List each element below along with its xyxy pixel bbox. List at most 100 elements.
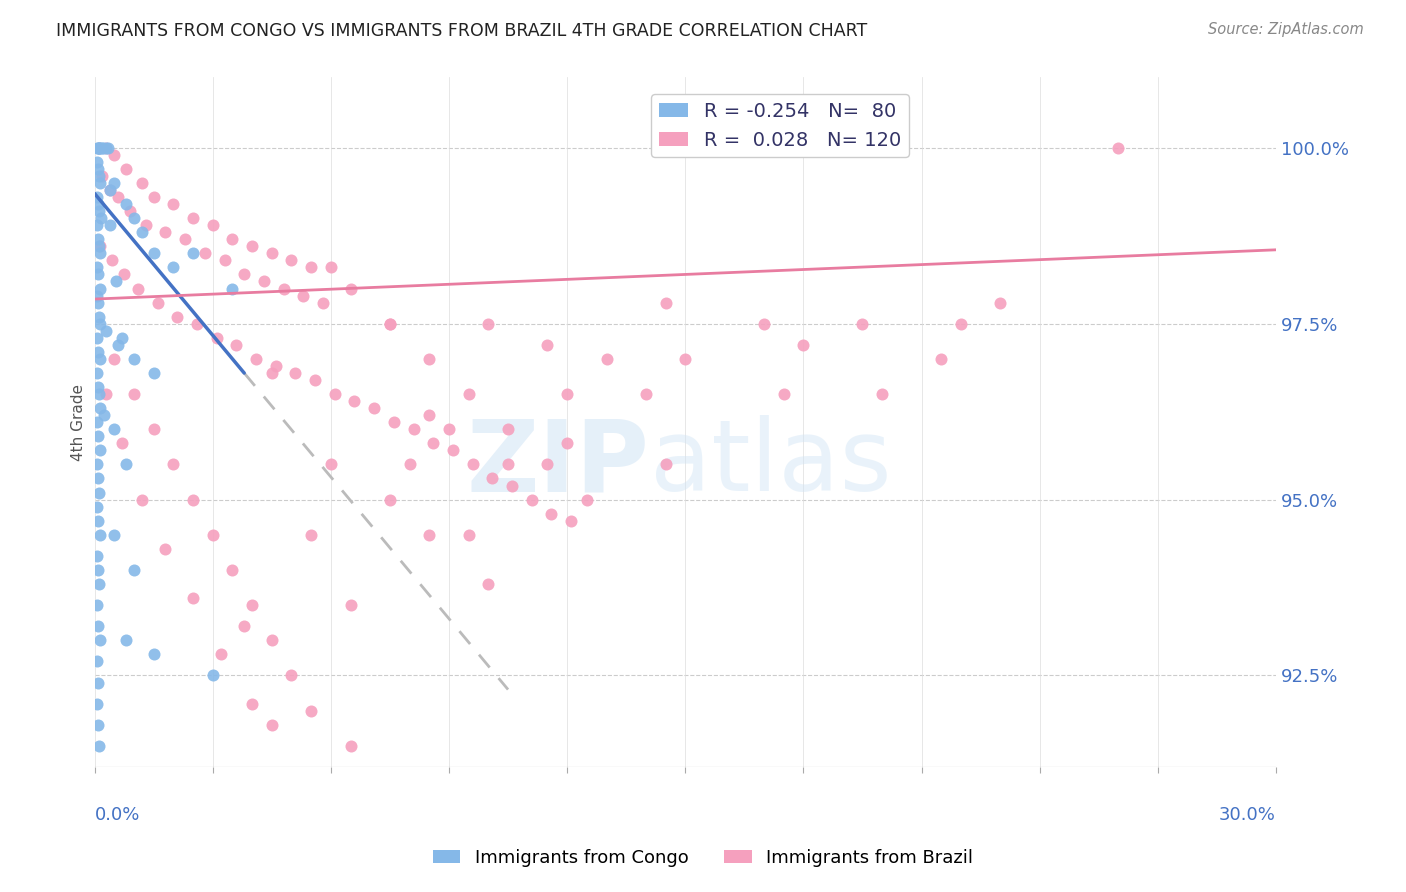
Point [988, 295, 1011, 310]
Point [118, 204, 141, 219]
Point [536, 338, 558, 352]
Point [205, 331, 228, 345]
Point [792, 338, 814, 352]
Point [86, 190, 108, 204]
Point [654, 458, 676, 472]
Point [299, 260, 322, 275]
Point [103, 351, 125, 366]
Point [166, 310, 188, 324]
Point [273, 281, 295, 295]
Point [181, 211, 204, 226]
Point [221, 232, 243, 246]
Point [299, 704, 322, 718]
Point [155, 225, 177, 239]
Point [87, 387, 110, 401]
Point [87, 471, 110, 485]
Point [135, 218, 157, 232]
Point [87, 310, 110, 324]
Point [949, 317, 972, 331]
Point [87, 380, 110, 394]
Point [654, 295, 676, 310]
Point [91, 169, 114, 183]
Point [418, 528, 440, 542]
Point [86, 366, 108, 380]
Point [240, 598, 263, 612]
Point [127, 281, 149, 295]
Point [87, 232, 110, 246]
Y-axis label: 4th Grade: 4th Grade [72, 384, 86, 460]
Point [105, 275, 128, 289]
Point [86, 500, 108, 514]
Point [122, 351, 145, 366]
Point [122, 387, 145, 401]
Point [501, 478, 523, 492]
Legend: R = -0.254   N=  80, R =  0.028   N= 120: R = -0.254 N= 80, R = 0.028 N= 120 [651, 94, 908, 157]
Point [86, 697, 108, 711]
Point [103, 528, 125, 542]
Point [89, 176, 111, 190]
Point [146, 295, 169, 310]
Point [496, 458, 519, 472]
Point [86, 260, 108, 275]
Point [343, 394, 366, 409]
Point [174, 232, 197, 246]
Point [86, 415, 108, 429]
Point [457, 528, 479, 542]
Point [225, 338, 247, 352]
Point [477, 577, 499, 591]
Point [96, 387, 118, 401]
Point [90, 211, 112, 226]
Point [86, 154, 108, 169]
Point [194, 246, 217, 260]
Point [89, 633, 111, 648]
Point [142, 422, 165, 436]
Point [418, 408, 440, 422]
Point [89, 204, 111, 219]
Point [851, 317, 873, 331]
Text: IMMIGRANTS FROM CONGO VS IMMIGRANTS FROM BRAZIL 4TH GRADE CORRELATION CHART: IMMIGRANTS FROM CONGO VS IMMIGRANTS FROM… [56, 22, 868, 40]
Point [575, 492, 598, 507]
Text: ZIP: ZIP [467, 415, 650, 512]
Point [93, 408, 115, 422]
Point [89, 141, 111, 155]
Point [555, 387, 578, 401]
Point [233, 268, 256, 282]
Text: 0.0%: 0.0% [94, 805, 141, 823]
Point [131, 492, 153, 507]
Point [142, 366, 165, 380]
Point [477, 317, 499, 331]
Point [89, 401, 111, 416]
Point [96, 141, 118, 155]
Point [437, 422, 460, 436]
Point [98, 183, 121, 197]
Point [87, 675, 110, 690]
Point [260, 717, 283, 731]
Point [87, 577, 110, 591]
Point [103, 176, 125, 190]
Point [87, 161, 110, 176]
Point [240, 697, 263, 711]
Point [201, 668, 224, 682]
Point [107, 190, 129, 204]
Point [155, 541, 177, 556]
Point [115, 633, 138, 648]
Point [673, 351, 696, 366]
Point [162, 197, 184, 211]
Point [86, 288, 108, 302]
Point [87, 239, 110, 253]
Point [299, 528, 322, 542]
Point [752, 317, 775, 331]
Point [91, 141, 114, 155]
Point [929, 351, 952, 366]
Point [260, 633, 283, 648]
Point [86, 331, 108, 345]
Point [86, 654, 108, 668]
Point [112, 268, 135, 282]
Point [304, 373, 326, 387]
Point [87, 169, 110, 183]
Point [422, 436, 444, 450]
Point [253, 275, 276, 289]
Point [312, 295, 335, 310]
Point [98, 218, 121, 232]
Point [378, 317, 401, 331]
